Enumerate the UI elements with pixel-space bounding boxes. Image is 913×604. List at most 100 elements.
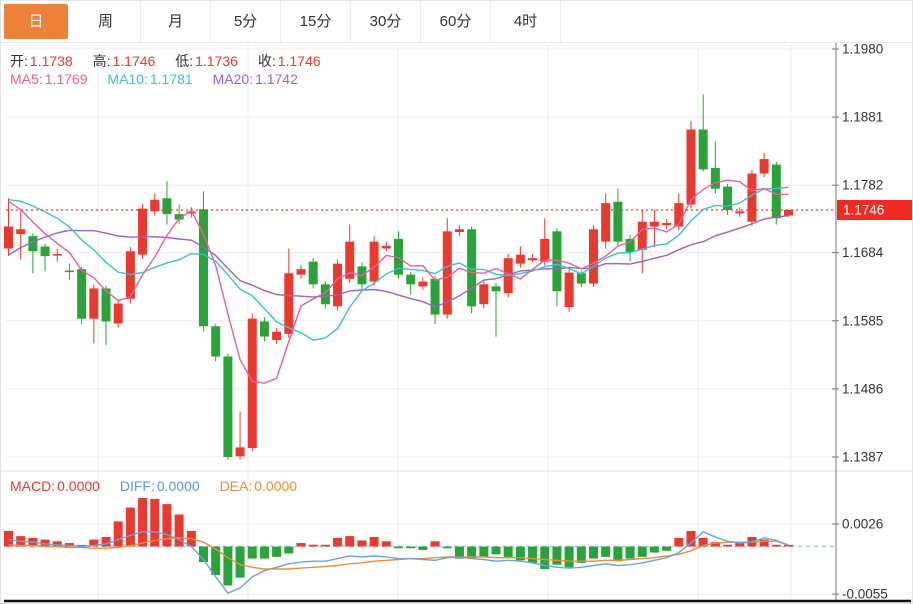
macd-bar — [296, 543, 306, 547]
candle — [223, 353, 233, 460]
diff-line — [8, 530, 789, 595]
candle — [601, 193, 611, 249]
macd-bar — [308, 544, 318, 547]
candle — [272, 328, 282, 345]
candle — [259, 317, 269, 342]
price-tick-label: 1.1486 — [842, 381, 883, 396]
ma10-line — [8, 186, 789, 341]
candle — [235, 411, 245, 460]
macd-bar — [52, 541, 62, 547]
macd-bar — [150, 498, 160, 547]
macd-bar — [467, 546, 477, 559]
candle — [52, 248, 62, 262]
candle — [454, 225, 464, 237]
tab-15min[interactable]: 15分 — [281, 1, 351, 42]
macd-bar — [576, 546, 586, 563]
candle — [186, 207, 196, 218]
candle — [528, 254, 538, 263]
candle — [284, 248, 294, 338]
candle — [430, 276, 440, 325]
candle — [394, 231, 403, 279]
macd-bar — [113, 521, 123, 547]
price-tick-label: 1.1881 — [842, 110, 883, 125]
candle — [515, 246, 525, 268]
macd-bar — [710, 542, 720, 547]
macd-bar — [503, 546, 513, 557]
macd-bar — [272, 546, 282, 557]
candle — [40, 243, 50, 272]
ma5-line — [8, 179, 789, 384]
macd-bar — [284, 546, 294, 554]
tab-week[interactable]: 周 — [71, 1, 141, 42]
macd-bar — [40, 539, 50, 547]
macd-bar — [394, 546, 403, 549]
candle — [552, 227, 562, 307]
tab-month[interactable]: 月 — [141, 1, 211, 42]
macd-bar — [320, 544, 330, 547]
candle — [747, 170, 757, 226]
macd-bar — [357, 540, 367, 547]
macd-tick-label: -0.0055 — [842, 587, 888, 602]
macd-bar — [333, 537, 343, 547]
candle — [199, 191, 208, 332]
macd-bar — [589, 546, 598, 559]
tab-4hour[interactable]: 4时 — [491, 1, 561, 42]
candle — [296, 265, 306, 279]
candle — [333, 259, 343, 311]
macd-bar — [698, 537, 708, 547]
macd-bar — [613, 546, 623, 562]
candle — [589, 225, 598, 288]
dea-line — [8, 537, 789, 570]
tab-60min[interactable]: 60分 — [421, 1, 491, 42]
candle — [77, 267, 87, 325]
candle — [320, 281, 330, 309]
tab-day[interactable]: 日 — [1, 1, 71, 42]
candle — [174, 204, 184, 224]
macd-bar — [528, 546, 538, 563]
macd-bar — [674, 537, 684, 547]
price-axis: 1.1980 1.1881 1.1782 1.1684 1.1585 1.1486 1.13… — [832, 42, 888, 602]
candle — [125, 247, 135, 304]
period-tabbar: 日周月 5分 15分 30分 60分 4时 — [1, 1, 912, 43]
candle — [369, 236, 379, 286]
candle — [759, 152, 769, 177]
price-tick-label: 1.1684 — [842, 245, 884, 260]
macd-bar — [649, 546, 659, 553]
candle — [89, 284, 99, 344]
macd-bar — [4, 530, 13, 547]
macd-bar — [479, 546, 489, 557]
macd-bar — [418, 546, 428, 550]
candle — [113, 299, 123, 328]
macd-bar — [552, 546, 562, 565]
macd-bar — [784, 544, 793, 547]
macd-bar — [223, 546, 233, 586]
macd-bar — [138, 498, 148, 547]
candle — [28, 233, 38, 274]
macd-bar — [662, 546, 672, 551]
candle — [308, 258, 318, 289]
macd-bar — [735, 542, 745, 547]
macd-bar — [89, 539, 99, 547]
candle — [381, 241, 391, 252]
candle — [698, 94, 708, 172]
tab-5min[interactable]: 5分 — [211, 1, 281, 42]
ma20-line — [8, 214, 789, 308]
macd-bar — [771, 544, 781, 547]
candle — [406, 271, 416, 295]
tab-30min[interactable]: 30分 — [351, 1, 421, 42]
macd-bar — [515, 546, 525, 561]
candles-group[interactable] — [4, 94, 793, 460]
macd-bar — [77, 544, 87, 547]
candle — [4, 198, 13, 257]
candle — [211, 324, 221, 362]
price-tick-label: 1.1782 — [842, 178, 883, 193]
macd-bar — [101, 536, 111, 547]
candle — [771, 161, 781, 225]
candle — [150, 193, 160, 216]
candle — [625, 234, 635, 262]
macd-bar — [162, 504, 172, 547]
candle — [540, 218, 550, 266]
candle — [613, 188, 623, 246]
